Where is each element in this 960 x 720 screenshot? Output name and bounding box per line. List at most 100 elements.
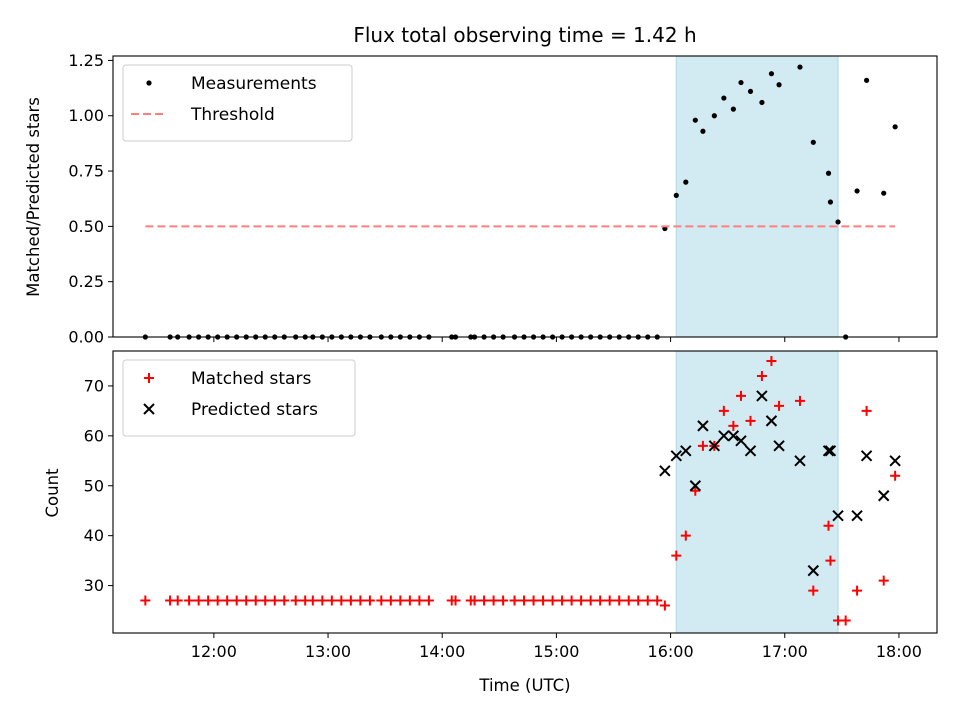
bottom-y-tick-label: 70 (84, 376, 104, 395)
matched-stars-point (671, 550, 682, 561)
matched-stars-point (808, 585, 819, 596)
matched-stars-point (450, 595, 461, 606)
bottom-panel: 30 40 50 60 70 12:00 13:00 14:00 15:00 16:00 17:00… (84, 350, 938, 661)
matched-stars-point (642, 595, 653, 606)
bottom-y-axis-label: Count (43, 468, 62, 518)
matched-stars-point (140, 595, 151, 606)
measurements-point (721, 95, 727, 101)
matched-stars-point (317, 595, 328, 606)
predicted-stars-point (822, 445, 835, 457)
bottom-x-tick: 15:00 (533, 633, 579, 661)
predicted-stars-point (680, 445, 692, 457)
matched-stars-point (222, 595, 233, 606)
top-y-tick-label: 0.75 (68, 162, 104, 181)
top-y-tick-label: 0.25 (68, 272, 104, 291)
measurements-point (692, 117, 698, 123)
x-tick-label: 16:00 (648, 642, 694, 661)
bottom-y-tick-label: 30 (84, 576, 104, 595)
measurements-point (863, 77, 870, 83)
measurements-point (768, 71, 775, 77)
top-y-tick: 0.25 (68, 272, 113, 291)
matched-stars-point (414, 595, 425, 606)
measurements-point (854, 188, 860, 194)
matched-stars-point (528, 595, 539, 606)
predicted-stars-point (860, 450, 873, 462)
top-legend: Measurements Threshold (122, 64, 353, 142)
bottom-y-tick: 40 (84, 526, 113, 545)
matched-stars-point (336, 595, 347, 606)
matched-stars-point (840, 615, 851, 626)
measurements-point (892, 124, 898, 130)
predicted-stars-point (878, 490, 890, 502)
predicted-stars-point (765, 415, 778, 427)
matched-stars-point (307, 595, 318, 606)
predicted-stars-point (756, 390, 768, 402)
top-axes-frame (112, 55, 938, 338)
predicted-stars-point (718, 430, 730, 442)
x-tick-label: 15:00 (533, 642, 579, 661)
predicted-stars-point (735, 435, 747, 447)
matched-stars-point (241, 595, 252, 606)
measurements-point (738, 79, 744, 86)
measurements-point (827, 199, 834, 205)
top-y-tick: 0.50 (68, 217, 113, 236)
measurements-legend-marker (146, 80, 152, 86)
predicted-stars-legend-label: Predicted stars (191, 400, 318, 420)
top-highlight-span (675, 55, 839, 338)
matched-stars-point (509, 595, 520, 606)
matched-stars-point (566, 595, 577, 606)
bottom-x-tick: 12:00 (191, 633, 237, 661)
bottom-x-tick: 17:00 (762, 633, 808, 661)
matched-stars-point (423, 595, 434, 606)
matched-stars-point (680, 530, 691, 541)
top-y-tick: 1.00 (68, 106, 113, 125)
bottom-legend: Matched stars Predicted stars (122, 359, 356, 437)
top-y-tick: 1.25 (68, 51, 113, 70)
matched-stars-point (279, 595, 290, 606)
predicted-stars-point (727, 430, 740, 442)
matched-stars-point (193, 595, 204, 606)
matched-stars-point (231, 595, 242, 606)
measurements-point (825, 170, 832, 176)
measurements-point (759, 99, 765, 106)
matched-stars-point (538, 595, 549, 606)
matched-stars-point (172, 595, 183, 606)
matched-stars-point (614, 595, 625, 606)
bottom-y-tick-label: 40 (84, 526, 104, 545)
matched-stars-point (756, 370, 767, 381)
predicted-stars-point (889, 455, 901, 467)
top-y-tick: 0.75 (68, 162, 113, 181)
predicted-stars-point (807, 564, 820, 577)
measurements-point (700, 128, 706, 134)
matched-stars-point (260, 595, 271, 606)
matched-stars-point (890, 470, 901, 481)
measurements-point (747, 88, 754, 95)
matched-stars-point (861, 405, 872, 416)
bottom-y-tick-label: 60 (84, 426, 104, 445)
matched-stars-point (633, 595, 644, 606)
top-y-tick-label: 1.25 (68, 51, 104, 70)
matched-stars-point (623, 595, 634, 606)
top-panel: 0.00 0.25 0.50 0.75 1.00 1.25 Measurements Thre… (68, 51, 938, 347)
matched-stars-point (774, 400, 785, 411)
matched-stars-point (479, 595, 490, 606)
top-chart-title: Flux total observing time = 1.42 h (353, 23, 696, 47)
matched-stars-point (395, 595, 406, 606)
predicted-stars-point (697, 420, 709, 432)
matched-stars-point (345, 595, 356, 606)
matched-stars-point (697, 440, 708, 451)
predicted-stars-legend-marker (143, 403, 155, 415)
matched-stars-point (745, 415, 756, 426)
matched-stars-point (825, 555, 836, 566)
predicted-stars-point (659, 465, 671, 477)
predicted-stars-point (670, 450, 682, 462)
bottom-x-tick: 18:00 (876, 633, 922, 661)
bottom-y-tick: 30 (84, 576, 113, 595)
top-y-tick: 0.00 (68, 328, 113, 347)
top-y-tick-label: 0.50 (68, 217, 104, 236)
top-y-axis-label: Matched/Predicted stars (24, 97, 43, 297)
matched-stars-point (203, 595, 214, 606)
x-tick-label: 12:00 (191, 642, 237, 661)
bottom-x-tick: 14:00 (419, 633, 465, 661)
